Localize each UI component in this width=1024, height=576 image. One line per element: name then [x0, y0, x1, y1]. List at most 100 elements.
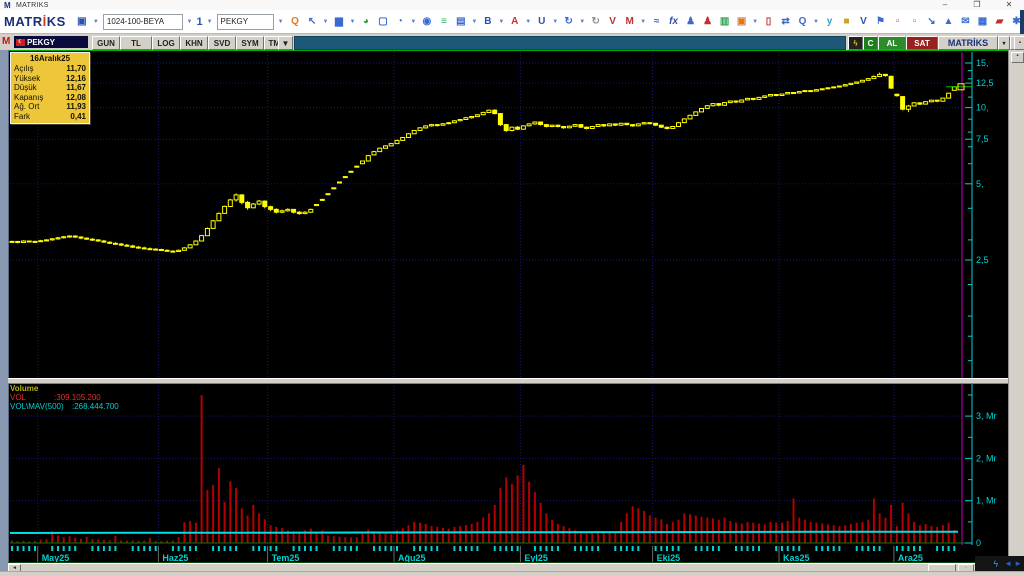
pie-chart-icon[interactable]: ◕: [362, 16, 369, 27]
page-caret-icon[interactable]: ▼: [206, 18, 213, 25]
window-bottom-edge: [0, 571, 1024, 576]
info-row: Ağ. Ort 11,93: [14, 102, 86, 112]
titlebar-button-tl[interactable]: TL: [120, 36, 152, 50]
workspace-caret-icon[interactable]: ▼: [186, 18, 193, 25]
line-chart-icon[interactable]: ≈: [653, 16, 660, 27]
minimize-button[interactable]: –: [942, 0, 948, 9]
search-icon-caret[interactable]: ▼: [813, 18, 819, 25]
calculator-icon[interactable]: ▦: [977, 16, 988, 27]
info-row-label: Yüksek: [14, 73, 41, 83]
alarm-a-icon-caret[interactable]: ▼: [525, 18, 532, 25]
titlebar-button-log[interactable]: LOG: [152, 36, 180, 50]
window-right-edge: ▪: [1008, 50, 1024, 563]
workspace-select[interactable]: 1024-100-BEYA: [102, 13, 183, 30]
alarm-a-icon[interactable]: A: [511, 16, 519, 27]
gears-icon[interactable]: ✱: [1012, 16, 1021, 27]
signal-icon[interactable]: ⚑: [876, 16, 885, 27]
bar-chart-icon[interactable]: ▆: [335, 16, 343, 27]
monitor-icon[interactable]: ▢: [378, 16, 388, 27]
refresh-icon[interactable]: ↻: [564, 16, 573, 27]
matriks-m-icon[interactable]: M: [625, 16, 634, 27]
order-book-icon-caret[interactable]: ▼: [471, 18, 478, 25]
c-button[interactable]: C: [863, 36, 878, 50]
pointer-icon[interactable]: ↖: [307, 16, 317, 27]
bold-b-icon-caret[interactable]: ▼: [498, 18, 505, 25]
titlebar-button-svd[interactable]: SVD: [208, 36, 236, 50]
info-row-label: Fark: [14, 111, 30, 121]
chart-symbol-field[interactable]: ☾ PEKGY: [14, 36, 88, 48]
video-icon[interactable]: V: [860, 16, 867, 27]
depth-list-icon[interactable]: ≡: [440, 16, 447, 27]
bold-b-icon[interactable]: B: [484, 16, 492, 27]
pointer-icon-caret[interactable]: ▼: [322, 18, 329, 25]
u-icon-caret[interactable]: ▼: [552, 18, 559, 25]
mav-label: VOL\MAV(500): [10, 402, 64, 411]
period-dropdown-button[interactable]: ▼: [278, 36, 293, 50]
sell-button[interactable]: SAT: [906, 36, 938, 50]
titlebar-button-gun[interactable]: GUN: [92, 36, 120, 50]
close-button[interactable]: ✕: [1005, 0, 1013, 9]
zoom-icon[interactable]: Q: [291, 16, 299, 27]
window-red2-icon[interactable]: ▫: [912, 16, 917, 27]
folder-icon[interactable]: ■: [843, 16, 850, 27]
chart-window-control-0[interactable]: ▾: [998, 36, 1010, 50]
save-workspace-icon[interactable]: ▣: [77, 16, 87, 27]
volume-pane-header: Volume VOL:309.105.200 VOL\MAV(500):268.…: [10, 384, 119, 411]
bell-icon[interactable]: ▲: [943, 16, 954, 27]
docked-panel-edge: [1020, 10, 1024, 34]
handshake-icon[interactable]: ◉: [422, 16, 432, 27]
matriks-m-icon-caret[interactable]: ▼: [640, 18, 647, 25]
twitter-icon[interactable]: y: [826, 16, 833, 27]
safe-icon-caret[interactable]: ▼: [752, 18, 759, 25]
titlebar-button-sym[interactable]: SYM: [236, 36, 264, 50]
lightning-button[interactable]: ϟ: [848, 36, 863, 50]
maximize-button[interactable]: ❒: [973, 0, 981, 9]
buy-button[interactable]: AL: [878, 36, 906, 50]
matriks-brand-logo: MATRİKS: [4, 14, 66, 29]
bar-chart-icon-caret[interactable]: ▼: [349, 18, 356, 25]
search-icon[interactable]: Q: [798, 16, 807, 27]
info-row: Fark 0,41: [14, 112, 86, 122]
info-row-label: Açılış: [14, 64, 34, 73]
info-row-value: 11,70: [66, 64, 86, 73]
order-book-icon[interactable]: ▤: [456, 16, 466, 27]
horizontal-scrollbar[interactable]: ◄ ·: [8, 563, 1008, 573]
symbol-input[interactable]: PEKGY: [216, 13, 274, 30]
chart-window-control-3[interactable]: ▪: [1014, 36, 1024, 50]
chart-nav-corner: ϟ ◄ ►: [975, 556, 1024, 571]
panel-toggle-button[interactable]: ▪: [1011, 52, 1024, 63]
info-row-value: 0,41: [70, 111, 86, 121]
matriks-button[interactable]: MATRİKS: [938, 36, 998, 50]
pane-splitter[interactable]: [8, 378, 1008, 384]
broker-icon[interactable]: ♟: [686, 16, 696, 27]
viop-icon[interactable]: V: [609, 16, 616, 27]
chat-icon[interactable]: ▰: [995, 16, 1004, 27]
info-row: Düşük 11,67: [14, 83, 86, 93]
symbol-caret-icon[interactable]: ▼: [277, 18, 284, 25]
refresh-icon-caret[interactable]: ▼: [579, 18, 586, 25]
fx-icon[interactable]: fx: [669, 16, 679, 27]
info-row-value: 11,67: [66, 83, 86, 92]
page-number-select[interactable]: 1: [196, 15, 203, 28]
u-icon[interactable]: U: [538, 16, 546, 27]
news-icon[interactable]: ▯: [765, 16, 772, 27]
analyst-icon[interactable]: ♟: [703, 16, 713, 27]
link-icon[interactable]: ↘: [927, 16, 936, 27]
titlebar-drag-area[interactable]: [294, 36, 846, 50]
titlebar-button-khn[interactable]: KHN: [180, 36, 208, 50]
clock-icon[interactable]: ◔: [396, 16, 403, 27]
ranking-icon[interactable]: ▥: [719, 16, 730, 27]
history-icon[interactable]: ↻: [591, 16, 600, 27]
exchange-icon[interactable]: ⇄: [781, 16, 790, 27]
mav-value: :268.444.700: [72, 402, 119, 411]
page-back-arrow-icon[interactable]: ◄: [1004, 558, 1013, 568]
save-dropdown-caret-icon[interactable]: ▼: [92, 18, 99, 25]
safe-icon[interactable]: ▣: [736, 16, 747, 27]
mail-icon[interactable]: ✉: [961, 16, 970, 27]
window-red-icon[interactable]: ▫: [895, 16, 900, 27]
info-row-label: Kapanış: [14, 92, 44, 102]
page-forward-arrow-icon[interactable]: ►: [1014, 558, 1022, 568]
clock-icon-caret[interactable]: ▼: [410, 18, 417, 25]
